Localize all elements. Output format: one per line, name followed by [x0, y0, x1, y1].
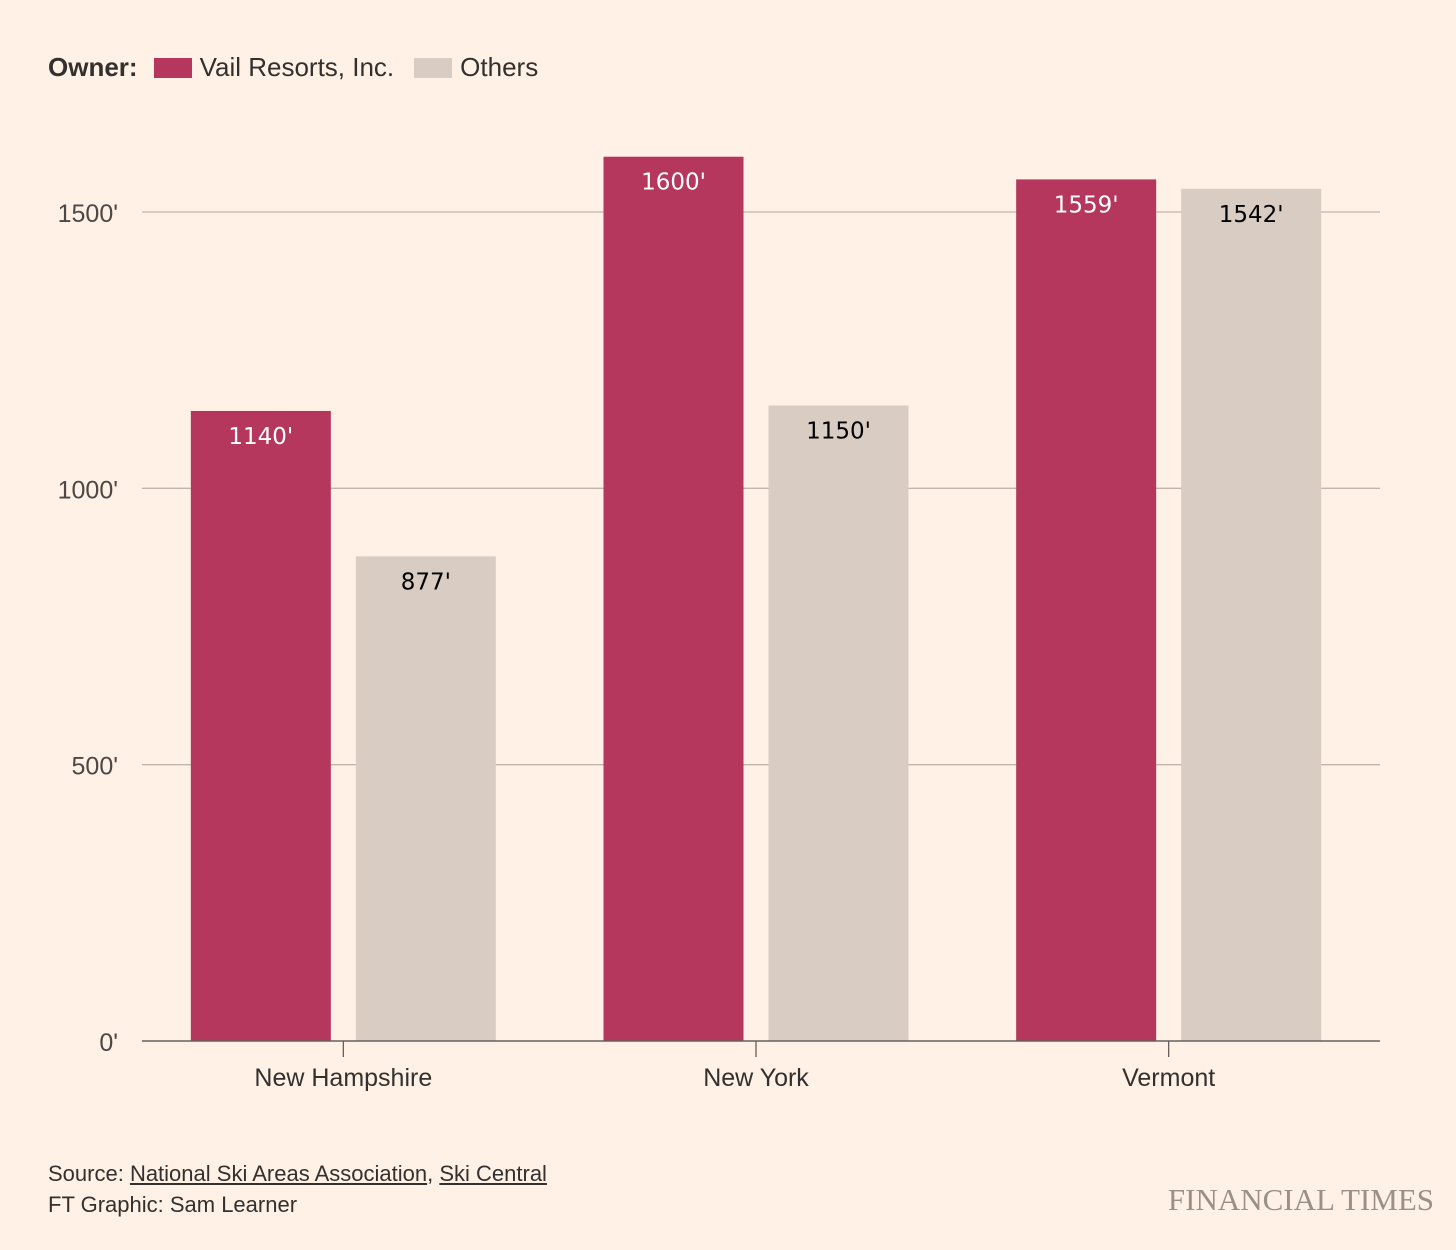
data-label: 1140': [228, 424, 293, 450]
y-tick-label: 1500': [58, 200, 118, 228]
data-label: 1559': [1054, 192, 1119, 218]
legend: Owner: Vail Resorts, Inc. Others: [48, 52, 548, 83]
separator: ,: [427, 1161, 440, 1186]
y-tick-label: 500': [72, 753, 118, 781]
data-label: 1542': [1219, 202, 1284, 228]
credit: FT Graphic: Sam Learner: [48, 1192, 298, 1217]
source-link-nsaa[interactable]: National Ski Areas Association: [129, 1161, 428, 1186]
bar-others: [355, 556, 496, 1041]
source-link-ski-central[interactable]: Ski Central: [439, 1161, 547, 1186]
legend-label: Others: [460, 52, 539, 82]
y-tick-label: 0': [99, 1029, 118, 1057]
bar-others: [768, 405, 909, 1041]
source-line: Source: National Ski Areas Association, …: [48, 1158, 547, 1189]
legend-label: Vail Resorts, Inc.: [199, 52, 395, 82]
y-tick-label: 1000': [58, 476, 118, 504]
x-tick-label: New Hampshire: [254, 1064, 432, 1092]
bar-others: [1181, 188, 1322, 1042]
data-label: 877': [401, 569, 451, 595]
footer: Source: National Ski Areas Association, …: [48, 1158, 547, 1220]
legend-swatch-others: [414, 57, 453, 78]
legend-item-vail: Vail Resorts, Inc.: [153, 52, 395, 83]
bar-chart: 0' 500' 1000' 1500' 1140' 877' New Hampshire 16…: [58, 156, 1380, 1092]
legend-title: Owner:: [48, 52, 138, 82]
bar-vail: [1016, 179, 1157, 1041]
data-label: 1150': [806, 418, 871, 444]
legend-swatch-vail: [153, 57, 192, 78]
x-tick-label: New York: [703, 1064, 809, 1092]
data-label: 1600': [641, 170, 706, 196]
ft-logo: FINANCIAL TIMES: [1167, 1182, 1434, 1217]
source-prefix: Source:: [48, 1161, 130, 1186]
bar-vail: [603, 156, 744, 1041]
legend-item-others: Others: [414, 52, 538, 83]
x-tick-label: Vermont: [1122, 1064, 1215, 1092]
bar-vail: [190, 410, 331, 1042]
